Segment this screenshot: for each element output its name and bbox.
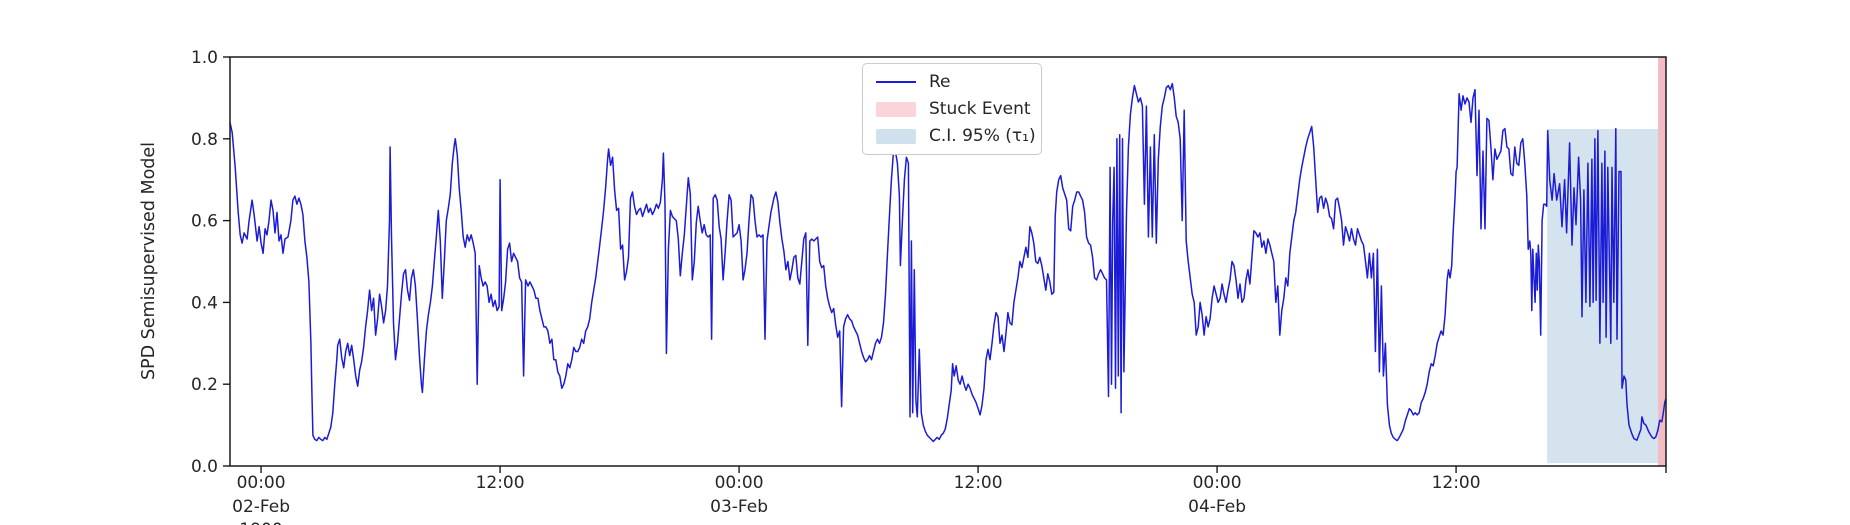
- legend-patch-swatch-icon: [876, 128, 916, 144]
- x-tick-time-label: 12:00: [1432, 473, 1481, 493]
- x-tick-date-label: 03-Feb: [710, 497, 768, 517]
- y-tick-label: 0.2: [191, 375, 218, 395]
- legend-label: C.I. 95% (τ₁): [929, 126, 1036, 146]
- legend: Re Stuck Event C.I. 95% (τ₁): [862, 63, 1042, 155]
- y-tick-label: 0.0: [191, 457, 218, 477]
- x-tick-date-label: 02-Feb: [232, 497, 290, 517]
- legend-label: Stuck Event: [929, 99, 1031, 119]
- y-tick-label: 0.4: [191, 293, 218, 313]
- x-tick-year-label: 1900: [239, 520, 282, 525]
- legend-item-re: Re: [876, 72, 1028, 92]
- legend-patch-swatch-icon: [876, 101, 916, 117]
- series-line-re: [230, 82, 1666, 443]
- plot-area: [230, 57, 1666, 466]
- x-tick-time-label: 12:00: [954, 473, 1003, 493]
- y-axis-label: SPD Semisupervised Model: [139, 141, 159, 381]
- x-tick-time-label: 00:00: [1193, 473, 1242, 493]
- legend-line-swatch-icon: [876, 81, 916, 83]
- legend-item-stuck-event: Stuck Event: [876, 99, 1031, 119]
- stuck-event-region: [1658, 57, 1666, 466]
- x-tick-time-label: 00:00: [715, 473, 764, 493]
- x-tick-time-label: 12:00: [476, 473, 525, 493]
- x-tick-time-label: 00:00: [237, 473, 286, 493]
- y-tick-label: 0.6: [191, 212, 218, 232]
- legend-label: Re: [929, 72, 951, 92]
- legend-item-c-i-95: C.I. 95% (τ₁): [876, 126, 1036, 146]
- y-tick-label: 0.8: [191, 130, 218, 150]
- plot-border: [229, 56, 1667, 467]
- x-tick-date-label: 04-Feb: [1188, 497, 1246, 517]
- y-tick-label: 1.0: [191, 48, 218, 68]
